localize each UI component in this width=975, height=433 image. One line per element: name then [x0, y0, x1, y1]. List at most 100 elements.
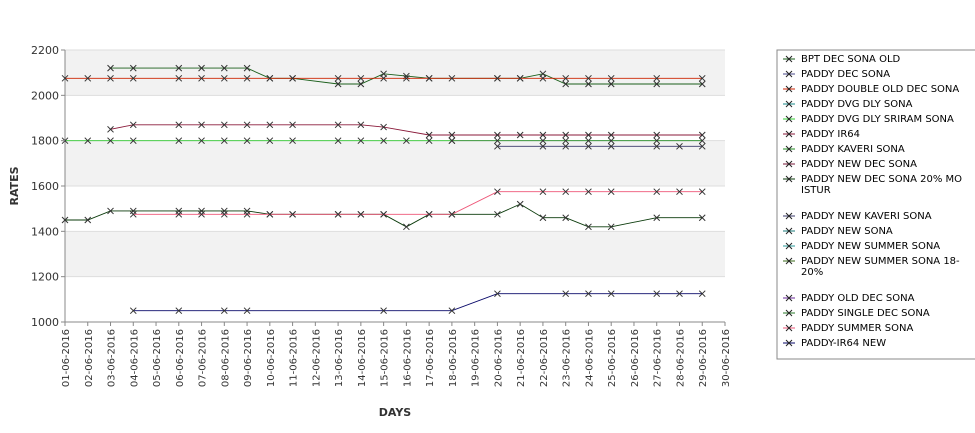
- x-tick-label: 05-06-2016: [152, 329, 163, 387]
- y-tick-label: 2000: [31, 89, 59, 102]
- data-point: [334, 121, 342, 129]
- data-point: [243, 137, 251, 145]
- x-tick-label: 16-06-2016: [402, 329, 413, 387]
- data-point: [129, 74, 137, 82]
- x-tick-label: 24-06-2016: [584, 329, 595, 387]
- data-point: [84, 137, 92, 145]
- data-point: [607, 290, 615, 298]
- x-tick-label: 14-06-2016: [357, 329, 368, 387]
- data-point: [357, 80, 365, 88]
- legend-item: PADDY KAVERI SONA: [783, 144, 905, 155]
- x-tick-label: 28-06-2016: [675, 329, 686, 387]
- data-point: [653, 131, 661, 139]
- data-point: [539, 188, 547, 196]
- data-point: [585, 188, 592, 196]
- data-point: [175, 74, 183, 82]
- x-tick-label: 26-06-2016: [630, 329, 641, 387]
- data-point: [676, 188, 683, 196]
- data-point: [403, 137, 410, 145]
- data-point: [334, 74, 342, 82]
- legend-label: PADDY NEW DEC SONA: [801, 159, 917, 170]
- data-point: [334, 80, 342, 88]
- data-point: [676, 142, 683, 150]
- data-point: [107, 74, 114, 82]
- legend-item: PADDY DOUBLE OLD DEC SONA: [783, 84, 959, 95]
- data-point: [607, 131, 615, 139]
- data-point: [562, 188, 570, 196]
- data-point: [84, 74, 92, 82]
- data-point: [107, 64, 114, 72]
- data-point: [220, 121, 228, 129]
- data-point: [562, 137, 570, 145]
- data-point: [266, 137, 274, 145]
- data-point: [266, 210, 274, 218]
- series-line: [133, 191, 703, 215]
- legend-item: PADDY DVG DLY SONA: [783, 99, 913, 110]
- data-point: [562, 142, 570, 150]
- data-point: [198, 210, 205, 218]
- data-point: [698, 80, 706, 88]
- legend-label: PADDY DVG DLY SRIRAM SONA: [801, 114, 954, 125]
- data-point: [494, 188, 501, 196]
- x-tick-label: 11-06-2016: [289, 329, 300, 387]
- legend-label: PADDY NEW SONA: [801, 226, 893, 237]
- x-tick-label: 03-06-2016: [107, 329, 118, 387]
- legend-label: PADDY NEW KAVERI SONA: [801, 211, 932, 222]
- data-point: [607, 188, 615, 196]
- legend-label: PADDY NEW SUMMER SONA: [801, 241, 940, 252]
- data-point: [539, 137, 547, 145]
- data-point: [380, 210, 387, 218]
- data-point: [448, 74, 456, 82]
- data-point: [562, 131, 570, 139]
- x-tick-label: 09-06-2016: [243, 329, 254, 387]
- legend-item: PADDY-IR64 NEW: [783, 338, 886, 349]
- x-tick-label: 12-06-2016: [311, 329, 322, 387]
- data-point: [607, 142, 615, 150]
- legend-item: PADDY IR64: [783, 129, 860, 140]
- data-point: [129, 210, 137, 218]
- data-point: [539, 142, 547, 150]
- data-point: [448, 307, 456, 315]
- data-point: [607, 74, 615, 82]
- data-point: [403, 74, 410, 82]
- data-point: [785, 257, 793, 265]
- data-point: [785, 242, 793, 250]
- data-point: [539, 214, 547, 222]
- data-point: [494, 74, 501, 82]
- data-point: [175, 307, 183, 315]
- data-point: [785, 294, 793, 302]
- data-point: [198, 74, 205, 82]
- series-paddy-ir64-new: [129, 290, 706, 315]
- data-point: [129, 121, 137, 129]
- data-point: [585, 80, 592, 88]
- legend-label: PADDY NEW DEC SONA 20% MO: [801, 174, 962, 185]
- data-point: [494, 131, 501, 139]
- data-point: [107, 125, 114, 133]
- x-tick-label: 19-06-2016: [471, 329, 482, 387]
- data-point: [380, 123, 387, 131]
- legend-item: PADDY SUMMER SONA: [783, 323, 913, 334]
- series-paddy-summer-sona: [129, 188, 706, 218]
- data-point: [698, 137, 706, 145]
- data-point: [698, 142, 706, 150]
- x-tick-label: 01-06-2016: [61, 329, 72, 387]
- legend-label: PADDY KAVERI SONA: [801, 144, 905, 155]
- data-point: [653, 214, 661, 222]
- data-point: [516, 200, 524, 208]
- data-point: [220, 210, 228, 218]
- data-point: [607, 80, 615, 88]
- legend-label: PADDY SINGLE DEC SONA: [801, 308, 930, 319]
- data-point: [425, 210, 433, 218]
- data-point: [516, 74, 524, 82]
- data-point: [785, 70, 793, 78]
- data-point: [653, 137, 661, 145]
- y-tick-label: 1400: [31, 225, 59, 238]
- grid-band: [65, 276, 725, 322]
- data-point: [175, 137, 183, 145]
- data-point: [494, 290, 501, 298]
- data-point: [494, 210, 501, 218]
- data-point: [585, 142, 592, 150]
- data-point: [84, 216, 92, 224]
- data-point: [61, 216, 69, 224]
